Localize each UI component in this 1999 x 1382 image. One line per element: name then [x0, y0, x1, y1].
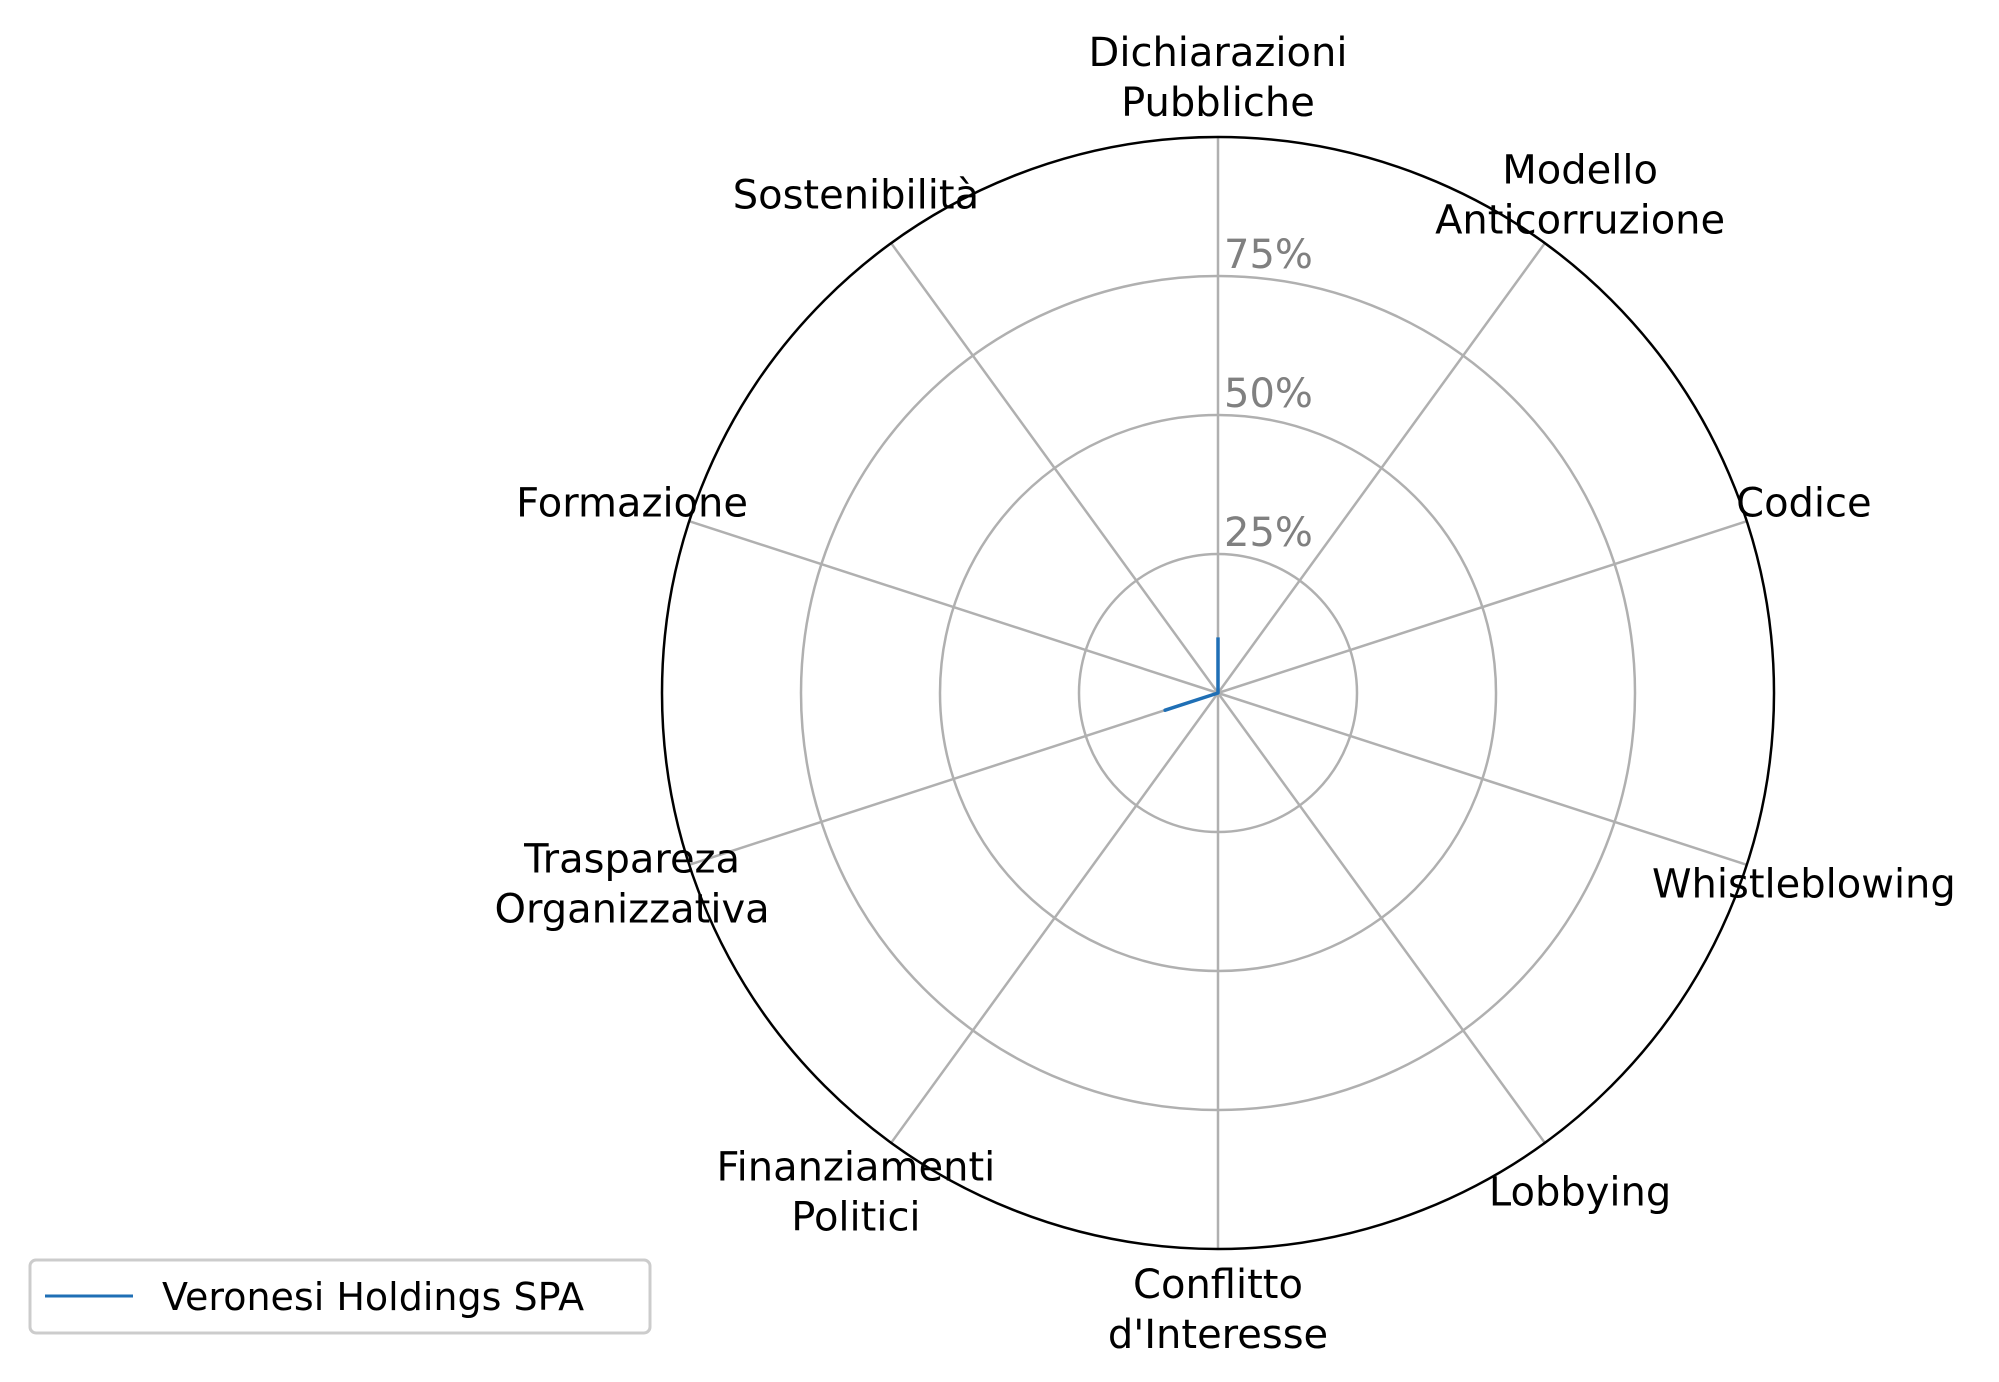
category-label: Conflitto d'Interesse [1108, 1262, 1328, 1358]
spoke-line [1217, 691, 1748, 867]
spoke-line [890, 692, 1220, 1144]
category-label-line: Codice [1736, 481, 1872, 527]
category-labels: Dichiarazioni Pubbliche Modello Anticorruzi… [495, 30, 1956, 1358]
spoke-line [1216, 242, 1546, 694]
category-label: Finanziamenti Politici [717, 1144, 996, 1240]
category-label-line: Traspareza [523, 836, 740, 882]
category-label: Lobbying [1489, 1169, 1671, 1215]
radial-tick-label: 50% [1224, 371, 1313, 417]
outer-frame [660, 135, 1776, 1251]
category-label-line: Organizzativa [495, 886, 770, 932]
legend-label: Veronesi Holdings SPA [162, 1275, 584, 1319]
legend: Veronesi Holdings SPA [28, 1258, 652, 1335]
legend-frame [28, 1258, 652, 1335]
category-label-line: Conflitto [1133, 1262, 1303, 1308]
series-line [1163, 637, 1220, 712]
category-label-line: Anticorruzione [1435, 198, 1725, 244]
spoke-line [890, 242, 1220, 694]
category-label-line: Modello [1502, 148, 1658, 194]
category-label-line: Lobbying [1489, 1169, 1671, 1215]
category-label-line: Politici [791, 1194, 920, 1240]
category-label-line: Pubbliche [1121, 80, 1315, 126]
radial-tick-label: 25% [1224, 510, 1313, 556]
category-label-line: d'Interesse [1108, 1312, 1328, 1358]
spoke-line [1217, 519, 1748, 695]
category-label: Sostenibilità [733, 173, 979, 219]
radar-grid [660, 135, 1776, 1251]
category-label: Traspareza Organizzativa [495, 836, 770, 932]
category-label-line: Sostenibilità [733, 173, 979, 219]
radial-tick-label: 75% [1224, 232, 1313, 278]
spoke-line [1216, 692, 1546, 1144]
radar-series [1163, 637, 1220, 712]
category-label: Formazione [516, 481, 748, 527]
category-label: Dichiarazioni Pubbliche [1089, 30, 1348, 126]
category-label-line: Whistleblowing [1652, 861, 1956, 907]
spoke-line [688, 519, 1219, 695]
category-label-line: Formazione [516, 481, 748, 527]
category-label: Codice [1736, 481, 1872, 527]
category-label: Modello Anticorruzione [1435, 148, 1725, 244]
category-label: Whistleblowing [1652, 861, 1956, 907]
category-label-line: Finanziamenti [717, 1144, 996, 1190]
spoke-line [688, 691, 1219, 867]
radial-tick-labels: 25% 50% 75% [1224, 232, 1313, 556]
category-label-line: Dichiarazioni [1089, 30, 1348, 76]
